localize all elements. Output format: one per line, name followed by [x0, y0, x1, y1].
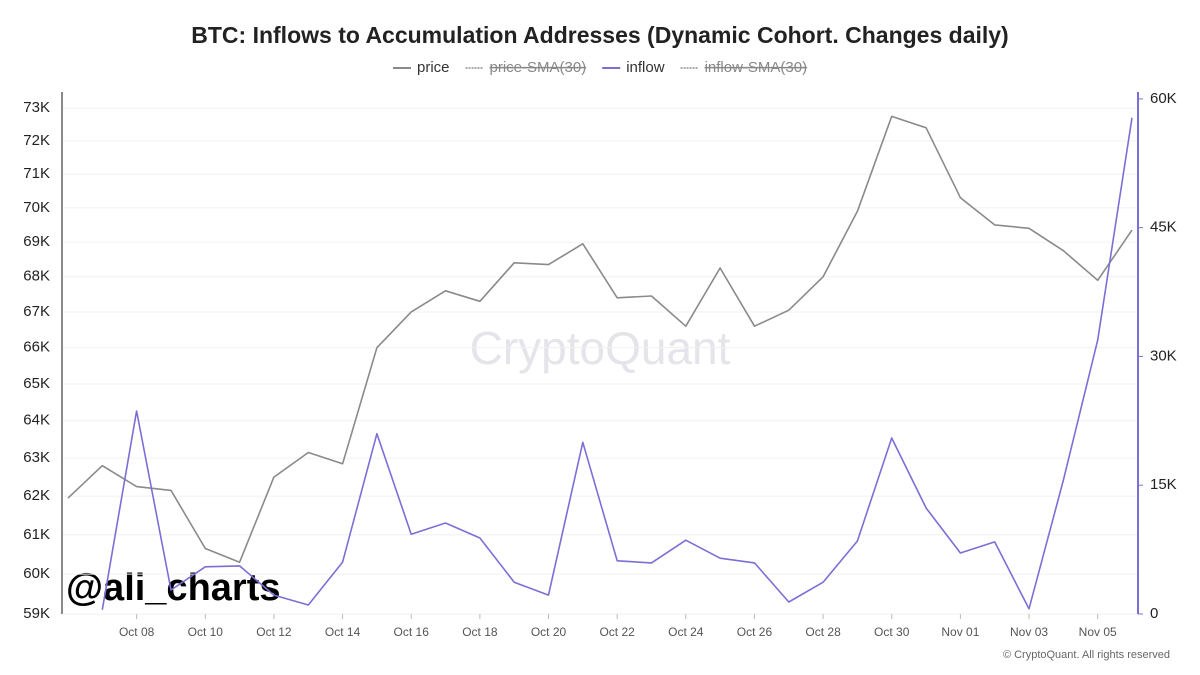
y-tick-label: 70K: [23, 199, 50, 216]
y-tick-label: 59K: [23, 605, 50, 622]
legend-label[interactable]: price: [417, 59, 450, 76]
x-tick-label: Oct 26: [737, 625, 773, 639]
x-tick-label: Oct 16: [394, 625, 430, 639]
y-tick-label: 65K: [23, 375, 50, 392]
x-tick-label: Oct 22: [599, 625, 635, 639]
y-tick-label: 64K: [23, 412, 50, 429]
y2-tick-label: 15K: [1150, 476, 1177, 493]
y-tick-label: 68K: [23, 268, 50, 285]
y-tick-label: 61K: [23, 526, 50, 543]
y2-tick-label: 60K: [1150, 90, 1177, 107]
y-tick-label: 60K: [23, 565, 50, 582]
y-tick-label: 72K: [23, 132, 50, 149]
x-tick-label: Nov 05: [1079, 625, 1117, 639]
y-tick-label: 62K: [23, 487, 50, 504]
y-tick-label: 63K: [23, 449, 50, 466]
legend-label[interactable]: inflow-SMA(30): [705, 59, 808, 76]
x-tick-label: Oct 10: [188, 625, 224, 639]
x-tick-label: Oct 08: [119, 625, 155, 639]
x-tick-label: Nov 01: [941, 625, 979, 639]
y2-tick-label: 0: [1150, 605, 1158, 622]
y-tick-label: 67K: [23, 303, 50, 320]
x-tick-label: Oct 30: [874, 625, 910, 639]
y2-tick-label: 30K: [1150, 347, 1177, 364]
x-tick-label: Oct 12: [256, 625, 292, 639]
x-tick-label: Oct 24: [668, 625, 704, 639]
legend-label[interactable]: inflow: [626, 59, 665, 76]
series-line: [67, 115, 1133, 563]
series-line: [101, 117, 1133, 610]
x-tick-label: Oct 28: [805, 625, 841, 639]
legend-label[interactable]: price-SMA(30): [490, 59, 587, 76]
y2-tick-label: 45K: [1150, 219, 1177, 236]
x-tick-label: Oct 18: [462, 625, 498, 639]
copyright: © CryptoQuant. All rights reserved: [1003, 649, 1170, 661]
x-tick-label: Oct 20: [531, 625, 567, 639]
y-tick-label: 73K: [23, 99, 50, 116]
y-tick-label: 69K: [23, 233, 50, 250]
x-tick-label: Nov 03: [1010, 625, 1048, 639]
x-tick-label: Oct 14: [325, 625, 361, 639]
chart-title: BTC: Inflows to Accumulation Addresses (…: [191, 22, 1008, 48]
y-tick-label: 66K: [23, 339, 50, 356]
y-tick-label: 71K: [23, 165, 50, 182]
